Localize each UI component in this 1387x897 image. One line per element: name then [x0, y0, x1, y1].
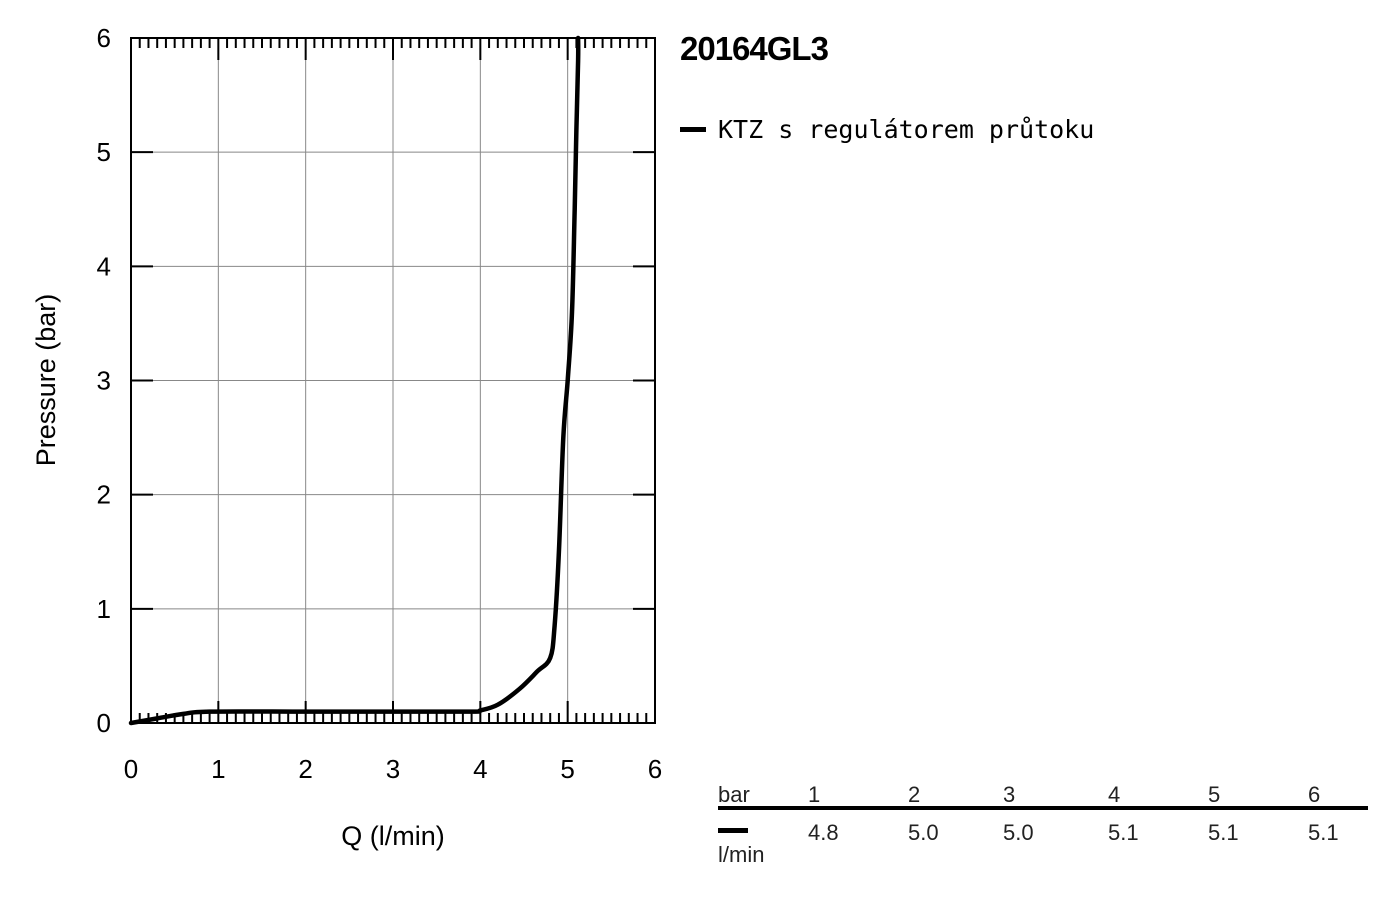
pressure-cell: 5	[1208, 782, 1221, 807]
pressure-flow-chart: 0 1 2 3 4 5 6 0 1 2 3 4 5 6 Q (l/min) Pressure (bar)	[31, 23, 663, 851]
x-tick-label: 6	[648, 754, 662, 784]
pressure-cell: 2	[908, 782, 921, 807]
table-divider	[718, 806, 1368, 810]
pressure-cell: 3	[1003, 782, 1016, 807]
flow-table: bar 1 2 3 4 5 6 l/min 4.8 5.0 5.0 5.1 5.…	[718, 780, 1368, 880]
y-tick-label: 1	[97, 594, 111, 624]
plot-frame	[130, 37, 656, 724]
pressure-cell: 1	[808, 782, 821, 807]
flow-cell: 4.8	[808, 820, 839, 845]
legend-line-swatch	[680, 127, 706, 132]
flow-cell: 5.0	[1003, 820, 1034, 845]
y-tick-label: 4	[97, 251, 111, 281]
x-tick-label: 4	[473, 754, 487, 784]
flow-cell: 5.0	[908, 820, 939, 845]
y-axis-label: Pressure (bar)	[31, 294, 61, 467]
table-series-swatch	[718, 828, 748, 833]
y-tick-label: 6	[97, 23, 111, 53]
legend: KTZ s regulátorem průtoku	[680, 115, 1094, 144]
pressure-cell: 4	[1108, 782, 1121, 807]
product-title: 20164GL3	[680, 30, 829, 67]
x-axis-label: Q (l/min)	[341, 821, 445, 851]
flow-cell: 5.1	[1308, 820, 1339, 845]
flow-cell: 5.1	[1108, 820, 1139, 845]
legend-label: KTZ s regulátorem průtoku	[718, 115, 1095, 144]
y-tick-label: 0	[97, 708, 111, 738]
tick-labels: 0 1 2 3 4 5 6 0 1 2 3 4 5 6	[97, 23, 663, 784]
flow-cell: 5.1	[1208, 820, 1239, 845]
flow-unit-label: l/min	[718, 842, 765, 867]
series-line-ktz	[128, 35, 581, 726]
x-tick-label: 3	[386, 754, 400, 784]
pressure-cell: 6	[1308, 782, 1321, 807]
y-tick-label: 5	[97, 137, 111, 167]
x-tick-label: 5	[560, 754, 574, 784]
x-tick-label: 2	[298, 754, 312, 784]
y-tick-label: 2	[97, 480, 111, 510]
pressure-unit-header: bar	[718, 782, 750, 807]
x-tick-label: 0	[124, 754, 138, 784]
y-tick-label: 3	[97, 366, 111, 396]
x-tick-label: 1	[211, 754, 225, 784]
